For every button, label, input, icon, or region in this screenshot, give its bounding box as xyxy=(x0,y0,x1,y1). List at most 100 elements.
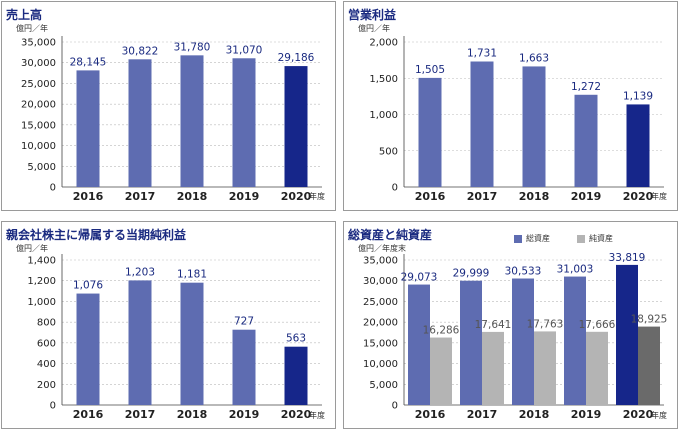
bar xyxy=(284,346,308,405)
bar xyxy=(470,61,494,187)
data-label: 31,003 xyxy=(557,264,594,276)
y-tick-label: 35,000 xyxy=(21,38,56,49)
y-tick-label: 600 xyxy=(37,338,56,349)
y-tick-label: 15,000 xyxy=(21,120,56,131)
y-tick-label: 5,000 xyxy=(369,380,398,391)
y-tick-label: 1,500 xyxy=(369,74,398,85)
data-label: 28,145 xyxy=(70,56,107,68)
x-tick-label: 2016 xyxy=(73,408,104,421)
bar xyxy=(76,70,100,187)
net-assets-bar xyxy=(638,326,660,405)
bar xyxy=(232,329,256,405)
y-tick-label: 0 xyxy=(50,401,56,412)
y-tick-label: 200 xyxy=(37,380,56,391)
data-label: 33,819 xyxy=(609,252,646,264)
y-tick-label: 25,000 xyxy=(363,297,398,308)
x-tick-label: 2019 xyxy=(229,408,260,421)
data-label: 17,666 xyxy=(579,319,616,331)
bar xyxy=(574,94,598,187)
y-tick-label: 800 xyxy=(37,318,56,329)
data-label: 1,663 xyxy=(519,52,549,64)
total-assets-bar xyxy=(616,264,638,405)
y-unit-label: 億円／年 xyxy=(16,244,48,253)
bar xyxy=(522,66,546,187)
x-tick-label: 2016 xyxy=(415,408,446,421)
bar xyxy=(180,282,204,405)
y-unit-label: 億円／年 xyxy=(358,24,390,33)
chart-title: 売上高 xyxy=(6,8,43,22)
data-label: 1,731 xyxy=(467,48,497,60)
y-tick-label: 1,400 xyxy=(27,256,56,267)
data-label: 17,641 xyxy=(475,319,512,331)
y-tick-label: 500 xyxy=(379,146,398,157)
net-assets-bar xyxy=(586,331,608,405)
total-assets-bar xyxy=(564,276,586,405)
y-tick-label: 15,000 xyxy=(363,338,398,349)
data-label: 1,181 xyxy=(177,269,207,281)
assets-chart: 0 5,000 10,000 15,000 20,000 25,000 30,000 35,0… xyxy=(363,252,668,421)
operating-income-chart: 0 500 1,000 1,500 2,000 2016 2017 2018 2019 2020 1… xyxy=(369,36,664,203)
net-assets-bar xyxy=(482,331,504,405)
x-tick-label: 2018 xyxy=(519,408,550,421)
data-label: 1,203 xyxy=(125,266,155,278)
data-label: 29,186 xyxy=(278,52,315,64)
chart-title: 営業利益 xyxy=(348,8,397,22)
y-tick-label: 1,200 xyxy=(27,276,56,287)
y-tick-label: 400 xyxy=(37,359,56,370)
legend-label: 総資産 xyxy=(526,234,550,243)
x-tick-label: 2019 xyxy=(229,190,260,203)
y-tick-label: 0 xyxy=(50,183,56,194)
data-label: 1,505 xyxy=(415,64,445,76)
net-assets-bar xyxy=(430,337,452,405)
x-tick-label: 2020 xyxy=(281,408,312,421)
data-label: 18,925 xyxy=(631,314,668,326)
bar xyxy=(76,293,100,405)
data-label: 1,272 xyxy=(571,81,601,93)
legend-item-total-assets: 総資産 xyxy=(514,233,550,244)
data-label: 1,139 xyxy=(623,90,653,102)
data-label: 563 xyxy=(286,333,306,345)
x-tick-label: 2017 xyxy=(467,190,498,203)
x-tick-label: 2016 xyxy=(73,190,104,203)
total-assets-bar xyxy=(460,280,482,405)
legend-item-net-assets: 純資産 xyxy=(577,233,613,244)
data-label: 16,286 xyxy=(423,325,460,337)
y-tick-label: 1,000 xyxy=(27,297,56,308)
total-assets-bar xyxy=(408,284,430,405)
x-tick-label: 2020 xyxy=(281,190,312,203)
x-tick-label: 2017 xyxy=(467,408,498,421)
x-tick-label: 2020 xyxy=(623,190,654,203)
total-assets-bar xyxy=(512,278,534,405)
x-tick-label: 2020 xyxy=(623,408,654,421)
y-tick-label: 0 xyxy=(392,401,398,412)
y-tick-label: 1,000 xyxy=(369,110,398,121)
y-tick-label: 10,000 xyxy=(21,141,56,152)
x-tick-label: 2017 xyxy=(125,190,156,203)
y-tick-label: 2,000 xyxy=(369,38,398,49)
bar xyxy=(284,66,308,187)
chart-title: 親会社株主に帰属する当期純利益 xyxy=(6,228,187,242)
net-sales-chart-panel: 売上高 億円／年 0 5,000 10,000 15,000 20,000 25,000 3… xyxy=(1,1,336,211)
data-label: 727 xyxy=(234,316,254,328)
x-unit-label: 年度 xyxy=(651,192,667,201)
y-tick-label: 30,000 xyxy=(21,58,56,69)
y-tick-label: 20,000 xyxy=(363,318,398,329)
bar xyxy=(128,280,152,405)
x-unit-label: 年度 xyxy=(309,192,325,201)
data-label: 29,073 xyxy=(401,272,438,284)
bar xyxy=(128,59,152,188)
x-unit-label: 年度 xyxy=(651,411,667,420)
bar xyxy=(626,104,650,187)
data-label: 1,076 xyxy=(73,280,103,292)
x-tick-label: 2016 xyxy=(415,190,446,203)
bar xyxy=(232,58,256,187)
x-tick-label: 2019 xyxy=(571,190,602,203)
chart-title: 総資産と純資産 xyxy=(348,228,433,242)
operating-income-chart-panel: 営業利益 億円／年 0 500 1,000 1,500 2,000 2016 2017 201… xyxy=(343,1,678,211)
net-sales-chart: 0 5,000 10,000 15,000 20,000 25,000 30,000 35,0… xyxy=(21,36,322,203)
legend-swatch xyxy=(577,234,585,243)
y-tick-label: 5,000 xyxy=(27,162,56,173)
y-tick-label: 20,000 xyxy=(21,100,56,111)
data-label: 17,763 xyxy=(527,318,564,330)
legend-swatch xyxy=(514,234,522,243)
